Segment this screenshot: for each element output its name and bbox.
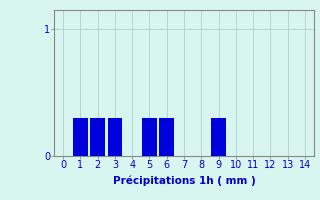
Bar	[211, 118, 226, 156]
Bar	[159, 118, 174, 156]
Bar	[142, 118, 157, 156]
Bar	[108, 118, 122, 156]
Bar	[90, 118, 105, 156]
Bar	[73, 118, 88, 156]
X-axis label: Précipitations 1h ( mm ): Précipitations 1h ( mm )	[113, 176, 255, 186]
